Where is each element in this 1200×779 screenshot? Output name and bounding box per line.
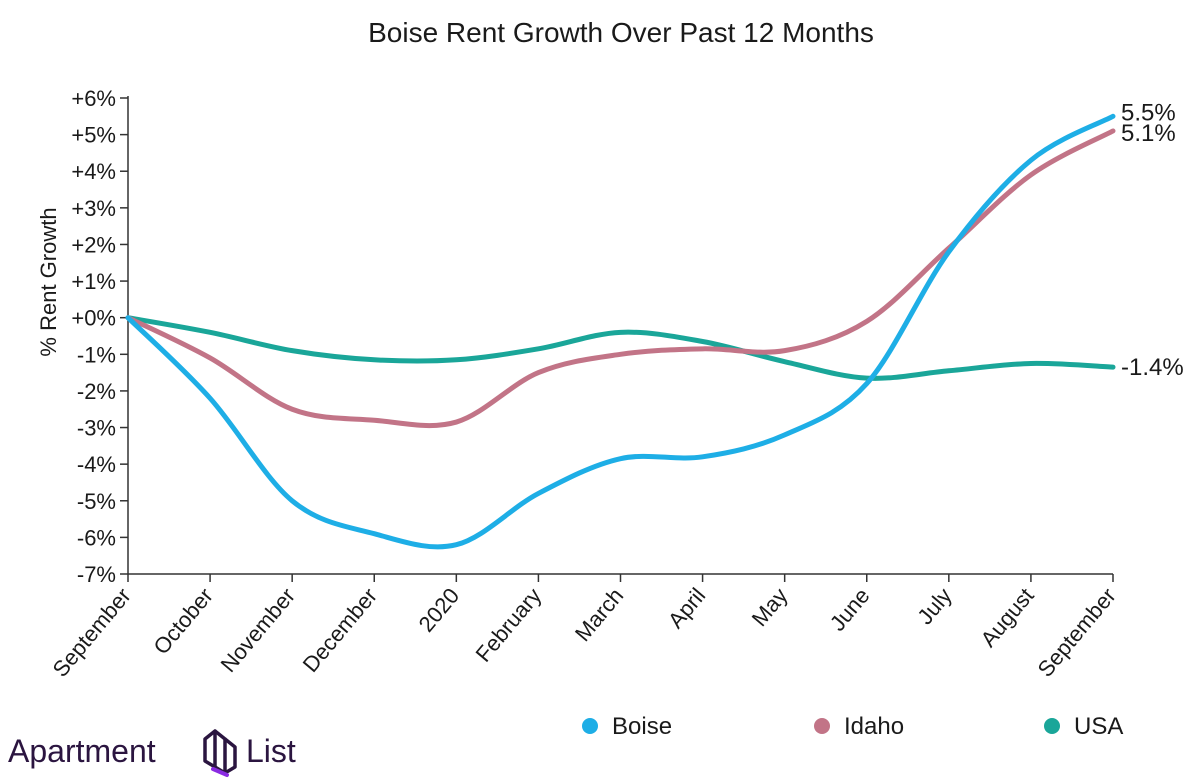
y-axis-label: % Rent Growth (36, 207, 61, 356)
legend-marker-idaho (814, 718, 830, 734)
x-tick-label: June (825, 583, 875, 636)
y-tick-label: -2% (77, 379, 116, 404)
x-tick-label: 2020 (414, 583, 465, 637)
y-tick-label: +2% (71, 232, 116, 257)
x-tick-label: September (47, 583, 135, 682)
x-tick-label: May (747, 583, 793, 631)
series-line-usa (125, 315, 1116, 381)
x-tick-label: July (912, 583, 956, 629)
end-label-boise: 5.5% (1121, 99, 1176, 126)
end-label-usa: -1.4% (1121, 354, 1184, 381)
y-tick-label: +3% (71, 196, 116, 221)
series-lines (125, 113, 1116, 550)
series-line-idaho (125, 128, 1116, 429)
legend-label-boise: Boise (612, 713, 672, 740)
x-tick-label: April (663, 583, 710, 633)
series-line-boise (125, 113, 1116, 550)
legend-marker-usa (1044, 718, 1060, 734)
x-tick-label: August (976, 583, 1039, 652)
legend-label-idaho: Idaho (844, 713, 904, 740)
x-tick-label: November (216, 583, 300, 677)
brand-name-part1: Apartment (8, 733, 156, 769)
brand-name-part2: List (246, 733, 296, 769)
legend-label-usa: USA (1074, 713, 1123, 740)
y-tick-label: -1% (77, 342, 116, 367)
y-tick-label: -4% (77, 452, 116, 477)
chart-title: Boise Rent Growth Over Past 12 Months (368, 17, 874, 48)
y-tick-label: +4% (71, 159, 116, 184)
end-label-idaho: 5.1% (1121, 120, 1176, 147)
y-tick-label: -6% (77, 525, 116, 550)
y-tick-label: -3% (77, 416, 116, 441)
y-tick-label: +0% (71, 306, 116, 331)
x-tick-label: December (298, 583, 382, 677)
legend: Boise Idaho USA (582, 713, 1123, 740)
brand-logo: Apartment List (8, 729, 296, 777)
end-labels: 5.5%5.1% -1.4% (1121, 99, 1184, 381)
y-tick-labels: +6% +5% +4% +3% +2% +1% +0% -1% -2% -3% -4% -5% -6% -… (71, 86, 116, 587)
y-tick-label: +6% (71, 86, 116, 111)
axes (120, 96, 1114, 582)
y-tick-label: -7% (77, 562, 116, 587)
x-tick-label: October (148, 583, 217, 659)
y-tick-label: +5% (71, 123, 116, 148)
apartment-list-logo-icon (203, 729, 237, 777)
x-tick-label: September (1032, 583, 1120, 682)
legend-marker-boise (582, 718, 598, 734)
y-tick-label: -5% (77, 489, 116, 514)
y-tick-label: +1% (71, 269, 116, 294)
x-tick-label: March (570, 583, 628, 646)
x-tick-label: February (471, 583, 547, 667)
